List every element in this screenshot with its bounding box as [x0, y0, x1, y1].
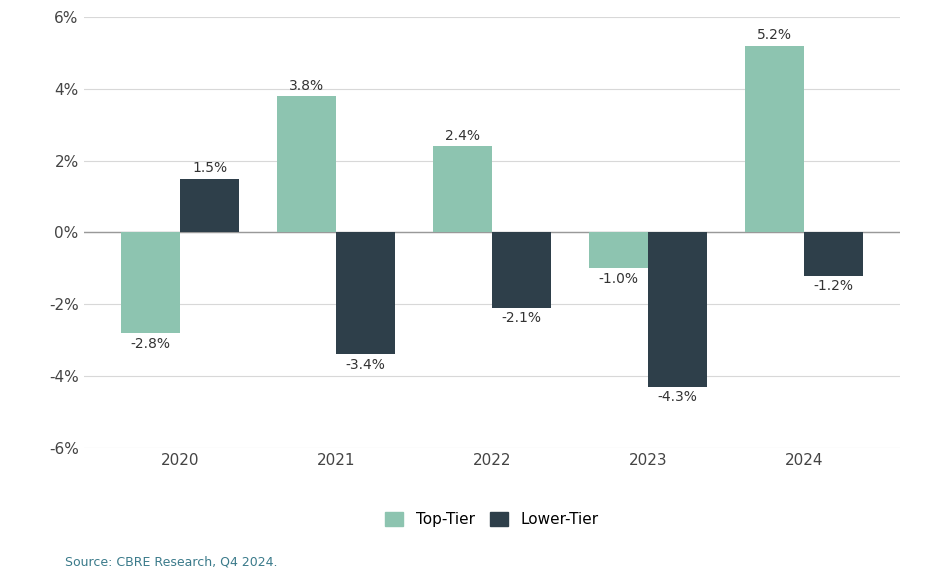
Bar — [432, 146, 491, 232]
Bar — [803, 232, 862, 276]
Bar — [276, 96, 336, 232]
Bar — [588, 232, 647, 269]
Bar — [336, 232, 395, 355]
Bar — [491, 232, 551, 308]
Legend: Top-Tier, Lower-Tier: Top-Tier, Lower-Tier — [377, 505, 605, 535]
Bar — [647, 232, 706, 387]
Text: Source: CBRE Research, Q4 2024.: Source: CBRE Research, Q4 2024. — [65, 555, 277, 568]
Text: 3.8%: 3.8% — [288, 79, 324, 92]
Bar — [180, 179, 239, 232]
Text: 1.5%: 1.5% — [192, 161, 227, 175]
Text: -1.2%: -1.2% — [813, 279, 853, 293]
Text: -2.8%: -2.8% — [130, 336, 170, 351]
Text: 5.2%: 5.2% — [756, 28, 791, 42]
Text: -2.1%: -2.1% — [501, 312, 540, 325]
Text: -1.0%: -1.0% — [598, 272, 638, 286]
Text: -4.3%: -4.3% — [657, 390, 696, 404]
Bar — [121, 232, 180, 333]
Bar — [743, 46, 803, 232]
Text: -3.4%: -3.4% — [345, 358, 385, 372]
Text: 2.4%: 2.4% — [444, 129, 479, 143]
